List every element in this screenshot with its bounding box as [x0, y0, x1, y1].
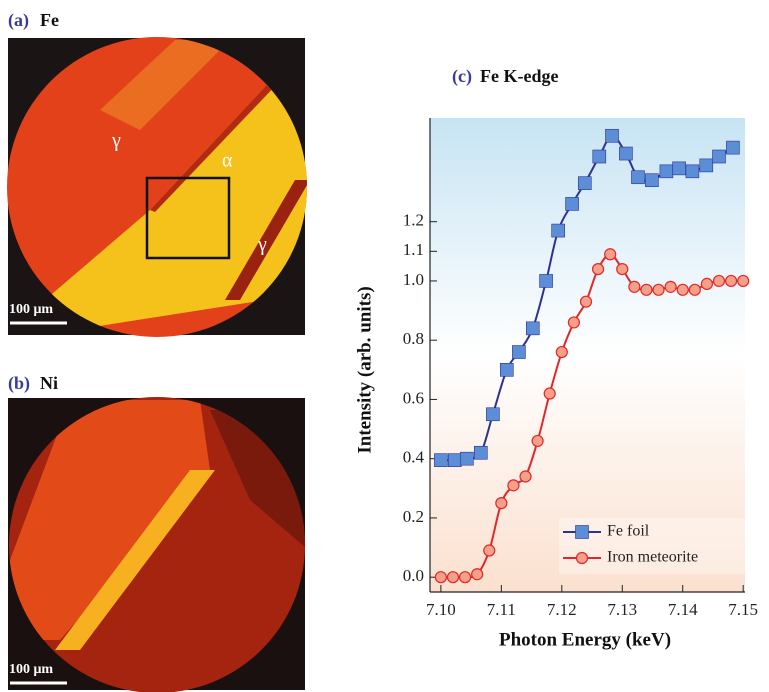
data-point — [593, 150, 606, 163]
data-point — [512, 346, 525, 359]
data-point — [713, 150, 726, 163]
x-tick-label: 7.10 — [426, 600, 456, 619]
chart-title: Fe K-edge — [480, 66, 558, 86]
data-point — [673, 162, 686, 175]
data-point — [448, 454, 461, 467]
data-point — [552, 224, 565, 237]
data-point — [653, 284, 664, 295]
data-point — [447, 572, 458, 583]
data-point — [544, 388, 555, 399]
scale-bar-label: 100 μm — [9, 662, 53, 677]
data-point — [435, 572, 446, 583]
data-point — [532, 435, 543, 446]
data-point — [540, 274, 553, 287]
data-point — [486, 408, 499, 421]
panel-label: (a) — [8, 10, 29, 31]
panel-label: (c) — [452, 66, 472, 87]
data-point — [474, 446, 487, 459]
y-tick-label: 1.0 — [403, 270, 424, 289]
legend-marker — [577, 553, 588, 564]
legend-label: Fe foil — [607, 523, 650, 540]
data-point — [593, 264, 604, 275]
x-tick-label: 7.11 — [487, 600, 516, 619]
y-axis-title: Intensity (arb. units) — [354, 286, 375, 453]
data-point — [641, 284, 652, 295]
data-point — [434, 454, 447, 467]
panel-label: (b) — [8, 373, 30, 394]
data-point — [460, 452, 473, 465]
data-point — [556, 347, 567, 358]
data-point — [566, 197, 579, 210]
panel-element: Ni — [40, 373, 58, 393]
y-tick-label: 1.2 — [403, 211, 424, 230]
y-tick-label: 0.8 — [403, 329, 424, 348]
data-point — [472, 569, 483, 580]
legend-label: Iron meteorite — [607, 549, 698, 566]
data-point — [500, 363, 513, 376]
data-point — [631, 171, 644, 184]
data-point — [677, 284, 688, 295]
data-point — [460, 572, 471, 583]
y-tick-label: 0.2 — [403, 507, 424, 526]
y-tick-label: 0.4 — [403, 448, 425, 467]
data-point — [726, 275, 737, 286]
data-point — [578, 177, 591, 190]
legend-marker — [576, 526, 589, 539]
x-axis-title: Photon Energy (keV) — [499, 629, 671, 650]
phase-label: α — [222, 150, 233, 172]
data-point — [617, 264, 628, 275]
data-point — [508, 480, 519, 491]
x-tick-label: 7.13 — [607, 600, 637, 619]
data-point — [619, 147, 632, 160]
x-tick-label: 7.15 — [728, 600, 758, 619]
data-point — [665, 281, 676, 292]
data-point — [568, 317, 579, 328]
data-point — [580, 296, 591, 307]
data-point — [496, 498, 507, 509]
data-point — [629, 281, 640, 292]
y-tick-label: 0.6 — [403, 388, 424, 407]
data-point — [605, 249, 616, 260]
data-point — [686, 165, 699, 178]
phase-label: γ — [257, 234, 267, 256]
y-tick-label: 0.0 — [403, 566, 424, 585]
x-tick-label: 7.12 — [547, 600, 577, 619]
data-point — [605, 129, 618, 142]
scale-bar-label: 100 μm — [9, 302, 53, 317]
data-point — [689, 284, 700, 295]
data-point — [526, 322, 539, 335]
data-point — [701, 278, 712, 289]
x-tick-label: 7.14 — [668, 600, 698, 619]
data-point — [660, 165, 673, 178]
data-point — [738, 275, 749, 286]
data-point — [726, 141, 739, 154]
y-tick-label: 1.1 — [403, 240, 424, 259]
data-point — [714, 275, 725, 286]
panel-element: Fe — [40, 10, 59, 30]
phase-label: γ — [111, 130, 121, 152]
data-point — [700, 159, 713, 172]
data-point — [645, 174, 658, 187]
data-point — [484, 545, 495, 556]
data-point — [520, 471, 531, 482]
figure: (a) Fe γ α γ 100 μm (b) Ni 100 μm (c) Fe… — [0, 0, 769, 692]
